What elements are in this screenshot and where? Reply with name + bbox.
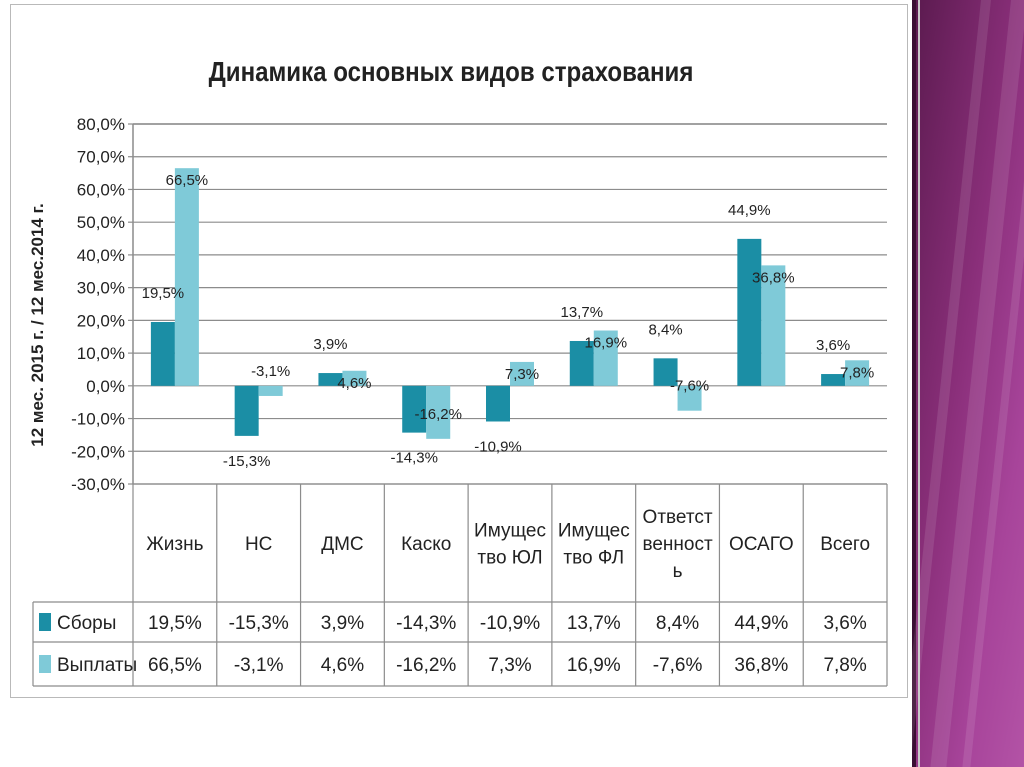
y-tick-label: 70,0% [77, 148, 125, 167]
bar-vyplaty [342, 370, 367, 386]
legend-label: Сборы [57, 613, 116, 634]
y-tick-label: 40,0% [77, 246, 125, 265]
category-label: Каско [401, 534, 451, 555]
legend-swatch [39, 655, 51, 673]
table-value: -7,6% [653, 655, 703, 676]
data-label: 36,8% [752, 269, 795, 286]
data-label: 44,9% [728, 202, 771, 219]
y-tick-label: 50,0% [77, 213, 125, 232]
category-label: НС [245, 534, 272, 555]
y-tick-label: 30,0% [77, 279, 125, 298]
data-label: 16,9% [585, 335, 628, 352]
decoration-edge [912, 0, 916, 767]
data-label: 19,5% [142, 285, 185, 302]
chart-frame: Динамика основных видов страхования 12 м… [10, 4, 908, 698]
table-value: -14,3% [396, 613, 456, 634]
data-label: -14,3% [390, 450, 438, 467]
table-value: 19,5% [148, 613, 202, 634]
data-label: 3,9% [313, 336, 347, 353]
category-label: Ответст венност ь [642, 507, 712, 582]
slide-decoration [912, 0, 1024, 767]
legend-swatch [39, 613, 51, 631]
table-value: -15,3% [229, 613, 289, 634]
table-value: -16,2% [396, 655, 456, 676]
y-tick-label: -10,0% [71, 410, 125, 429]
bar-vyplaty [761, 265, 786, 386]
category-label: ДМС [321, 534, 363, 555]
bar-vyplaty [510, 361, 534, 386]
data-label: 4,6% [337, 375, 371, 392]
bar-sbory [234, 385, 259, 436]
table-value: 36,8% [734, 655, 788, 676]
bar-sbory [402, 385, 427, 433]
data-label: -15,3% [223, 453, 271, 470]
data-label: 13,7% [561, 304, 604, 321]
table-value: 7,3% [488, 655, 531, 676]
data-label: -7,6% [670, 378, 709, 395]
y-tick-label: -30,0% [71, 475, 125, 494]
y-tick-label: 0,0% [86, 377, 125, 396]
bar-sbory [318, 373, 343, 386]
bar-sbory [821, 374, 846, 386]
category-label: Имущес тво ЮЛ [474, 521, 546, 569]
table-value: 44,9% [734, 613, 788, 634]
y-tick-label: -20,0% [71, 442, 125, 461]
bar-vyplaty [845, 360, 870, 386]
table-value: 66,5% [148, 655, 202, 676]
bar-vyplaty [258, 385, 283, 396]
bar-vyplaty [174, 168, 199, 386]
data-label: 8,4% [648, 321, 682, 338]
table-value: 8,4% [656, 613, 699, 634]
y-axis-title: 12 мес. 2015 г. / 12 мес.2014 г. [28, 203, 47, 446]
table-value: 16,9% [567, 655, 621, 676]
bar-vyplaty [593, 330, 618, 386]
data-label: -3,1% [251, 363, 290, 380]
y-tick-label: 10,0% [77, 344, 125, 363]
category-label: Жизнь [146, 534, 203, 555]
bar-sbory [486, 385, 510, 422]
category-label: Имущес тво ФЛ [558, 521, 630, 569]
table-value: -3,1% [234, 655, 284, 676]
data-label: 7,3% [505, 366, 539, 383]
table-value: -10,9% [480, 613, 540, 634]
y-tick-label: 20,0% [77, 311, 125, 330]
category-label: ОСАГО [729, 534, 794, 555]
data-label: -16,2% [414, 406, 462, 423]
bar-vyplaty [426, 385, 451, 439]
bar-sbory [150, 322, 175, 386]
decoration-edge-line [918, 0, 920, 767]
bar-sbory [653, 358, 678, 386]
chart-title: Динамика основных видов страхования [209, 55, 694, 87]
table-value: 3,6% [823, 613, 866, 634]
data-label: 3,6% [816, 337, 850, 354]
bar-sbory [737, 238, 762, 386]
bar-vyplaty [677, 385, 702, 411]
y-tick-label: 80,0% [77, 115, 125, 134]
table-value: 4,6% [321, 655, 364, 676]
data-label: -10,9% [474, 438, 522, 455]
data-label: 7,8% [840, 364, 874, 381]
table-value: 13,7% [567, 613, 621, 634]
data-label: 66,5% [166, 172, 209, 189]
bar-sbory [569, 340, 594, 386]
table-value: 7,8% [823, 655, 866, 676]
bar-chart: Динамика основных видов страхования 12 м… [28, 55, 888, 687]
category-label: Всего [820, 534, 870, 555]
legend-label: Выплаты [57, 655, 137, 676]
table-value: 3,9% [321, 613, 364, 634]
y-tick-label: 60,0% [77, 180, 125, 199]
